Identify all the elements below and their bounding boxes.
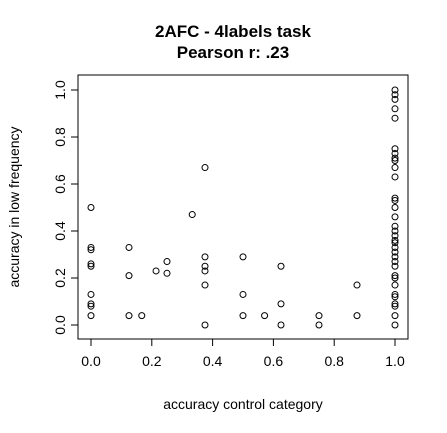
data-point bbox=[201, 262, 209, 270]
data-point bbox=[391, 164, 399, 172]
x-tick-label: 0.4 bbox=[203, 353, 223, 369]
data-point bbox=[163, 258, 171, 266]
x-axis-label: accuracy control category bbox=[163, 396, 323, 412]
y-tick-label: 0.8 bbox=[52, 127, 68, 147]
data-point bbox=[201, 281, 209, 289]
data-point bbox=[391, 95, 399, 103]
data-point bbox=[201, 321, 209, 329]
data-point bbox=[391, 222, 399, 230]
data-point bbox=[391, 253, 399, 261]
data-point bbox=[152, 267, 160, 275]
y-axis: 0.0 0.2 0.4 0.6 0.8 1.0 bbox=[52, 80, 78, 335]
x-tick-label: 1.0 bbox=[385, 353, 405, 369]
chart-subtitle: Pearson r: .23 bbox=[177, 43, 289, 62]
data-point bbox=[201, 164, 209, 172]
data-point bbox=[391, 302, 399, 310]
data-point bbox=[239, 253, 247, 261]
data-point bbox=[87, 312, 95, 320]
data-point bbox=[277, 262, 285, 270]
data-point bbox=[391, 232, 399, 240]
data-point bbox=[391, 312, 399, 320]
data-point bbox=[239, 312, 247, 320]
data-point bbox=[391, 145, 399, 153]
data-point bbox=[188, 211, 196, 219]
data-point bbox=[391, 105, 399, 113]
data-point bbox=[391, 213, 399, 221]
data-point bbox=[138, 312, 146, 320]
data-point bbox=[391, 321, 399, 329]
x-tick-label: 0.0 bbox=[81, 353, 101, 369]
data-points bbox=[87, 86, 399, 329]
data-point bbox=[391, 194, 399, 202]
plot-frame bbox=[77, 74, 409, 340]
y-axis-label: accuracy in low frequency bbox=[6, 126, 22, 287]
data-point bbox=[87, 243, 95, 251]
data-point bbox=[391, 274, 399, 282]
data-point bbox=[87, 204, 95, 211]
x-tick-label: 0.6 bbox=[264, 353, 284, 369]
data-point bbox=[261, 312, 269, 320]
y-tick-label: 0.0 bbox=[52, 315, 68, 335]
data-point bbox=[277, 300, 285, 308]
y-tick-label: 0.6 bbox=[52, 174, 68, 194]
data-point bbox=[391, 239, 399, 247]
data-point bbox=[87, 302, 95, 310]
data-point bbox=[391, 248, 399, 256]
data-point bbox=[391, 281, 399, 289]
data-point bbox=[391, 293, 399, 301]
data-point bbox=[391, 149, 399, 157]
x-axis: 0.0 0.2 0.4 0.6 0.8 1.0 bbox=[81, 339, 405, 369]
data-point bbox=[391, 300, 399, 308]
data-point bbox=[391, 290, 399, 298]
data-point bbox=[125, 272, 133, 280]
data-point bbox=[87, 300, 95, 308]
data-point bbox=[391, 204, 399, 211]
data-point bbox=[201, 253, 209, 261]
y-tick-label: 0.4 bbox=[52, 221, 68, 241]
data-point bbox=[87, 290, 95, 298]
x-tick-label: 0.2 bbox=[142, 353, 162, 369]
data-point bbox=[201, 267, 209, 275]
data-point bbox=[315, 312, 323, 320]
data-point bbox=[87, 246, 95, 254]
data-point bbox=[277, 321, 285, 329]
data-point bbox=[391, 91, 399, 99]
chart-title: 2AFC - 4labels task bbox=[155, 22, 311, 41]
data-point bbox=[353, 281, 361, 289]
data-point bbox=[391, 236, 399, 244]
data-point bbox=[125, 312, 133, 320]
data-point bbox=[125, 243, 133, 251]
data-point bbox=[163, 269, 171, 277]
data-point bbox=[87, 262, 95, 270]
data-point bbox=[87, 260, 95, 268]
data-point bbox=[391, 154, 399, 162]
y-tick-label: 1.0 bbox=[52, 80, 68, 100]
data-point bbox=[391, 173, 399, 181]
data-point bbox=[391, 157, 399, 164]
data-point bbox=[353, 312, 361, 320]
data-point bbox=[391, 243, 399, 251]
data-point bbox=[315, 321, 323, 329]
data-point bbox=[391, 196, 399, 204]
data-point bbox=[239, 290, 247, 298]
data-point bbox=[391, 258, 399, 266]
data-point bbox=[391, 272, 399, 280]
data-point bbox=[391, 86, 399, 94]
data-point bbox=[391, 227, 399, 235]
x-tick-label: 0.8 bbox=[324, 353, 344, 369]
data-point bbox=[391, 114, 399, 122]
data-point bbox=[391, 262, 399, 270]
y-tick-label: 0.2 bbox=[52, 268, 68, 288]
